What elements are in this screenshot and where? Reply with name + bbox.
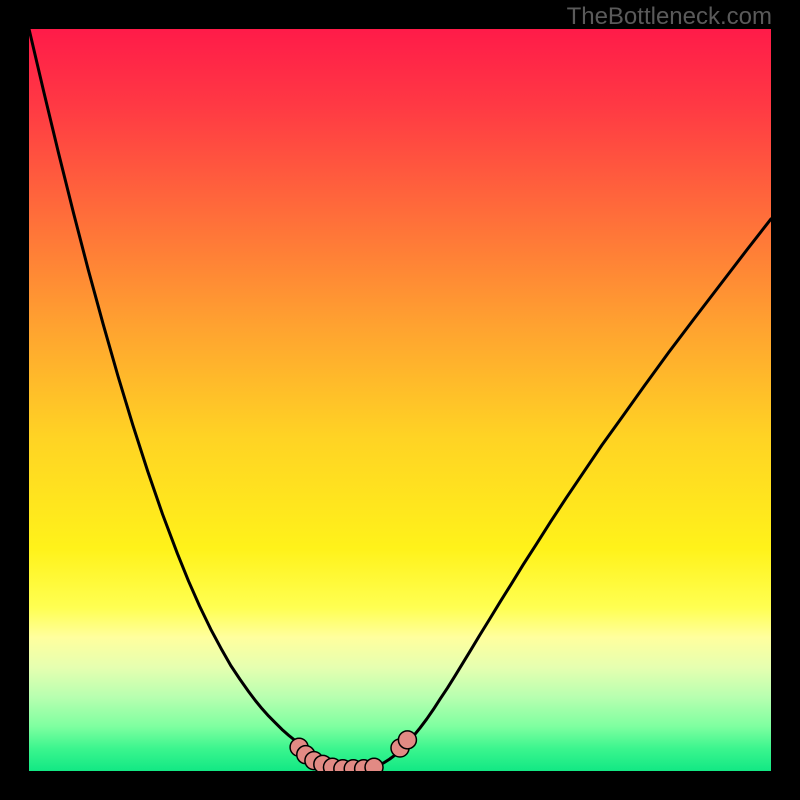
data-marker [365,758,383,771]
bottleneck-curve [29,29,771,770]
overlay-svg [29,29,771,771]
chart-container: TheBottleneck.com [0,0,800,800]
data-marker [398,731,416,749]
watermark-text: TheBottleneck.com [567,3,772,31]
plot-area [29,29,771,771]
